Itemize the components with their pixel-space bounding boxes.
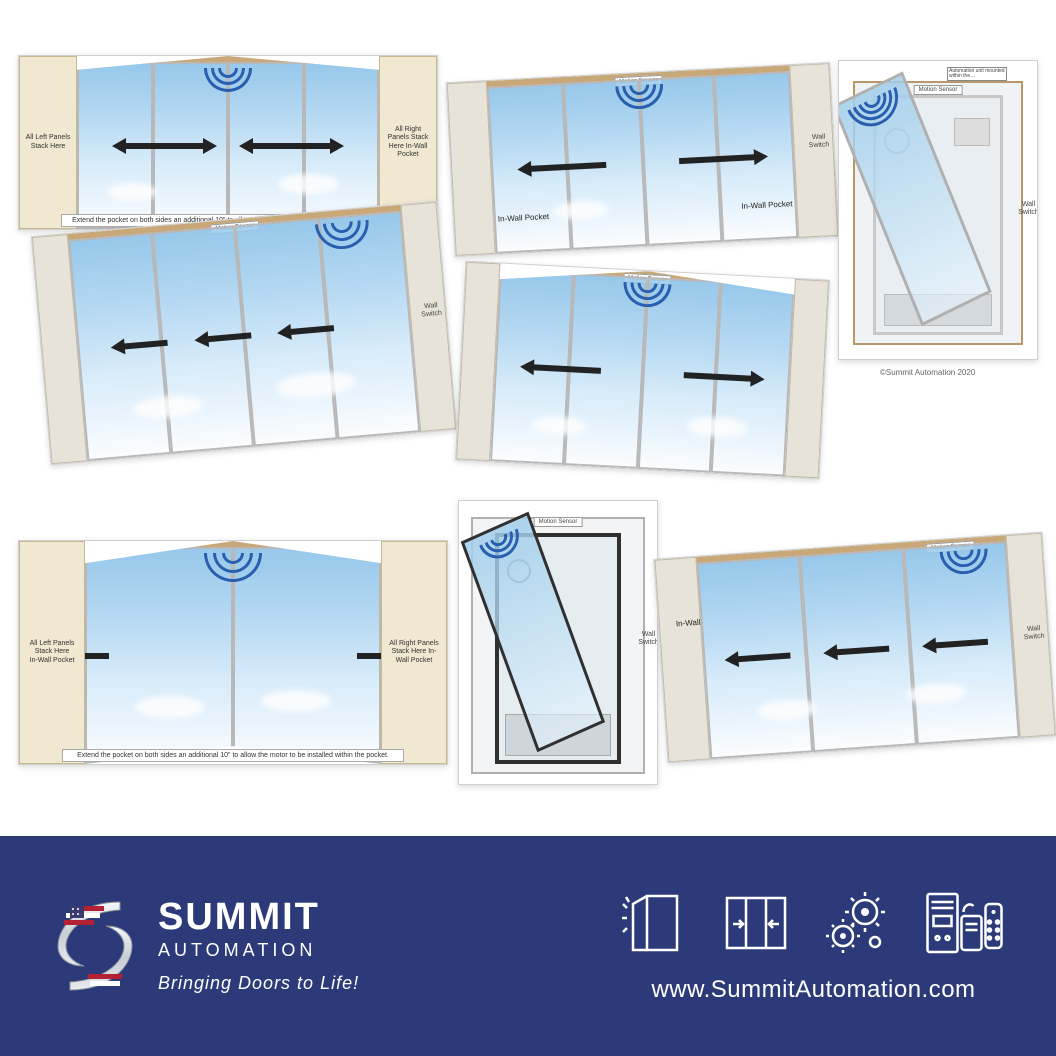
brand-text-block: SUMMIT AUTOMATION Bringing Doors to Life… (158, 898, 359, 994)
direction-arrow (249, 143, 334, 149)
right-stack-label: All Right Panels Stack Here In-Wall Pock… (384, 126, 432, 160)
wall-switch-label: Wall Switch (418, 302, 444, 319)
left-stack-label: All Left Panels Stack Here (24, 134, 72, 151)
brand-name: SUMMIT (158, 898, 359, 936)
brand-subtitle: AUTOMATION (158, 940, 359, 961)
footer-url: www.SummitAutomation.com (651, 976, 975, 1004)
wall-switch-label: Wall Switch (806, 133, 832, 150)
motion-sensor-icon (470, 523, 539, 585)
wall-switch-label: Wall Switch (636, 631, 658, 646)
diagram-slide-single: Automation unit mounted within the… Moti… (31, 201, 457, 466)
sliding-door-icon (721, 888, 791, 958)
diagram-corner-biparting: Wall Switch All Left Panels Stack Here A… (18, 55, 438, 230)
footer-right-block: www.SummitAutomation.com (621, 888, 1006, 1004)
copyright-text: ©Summit Automation 2020 (880, 368, 975, 377)
diagram-swing-door: Automation unit mounted within the… Moti… (838, 60, 1038, 360)
brand-logo-block: SUMMIT AUTOMATION Bringing Doors to Life… (50, 896, 359, 996)
right-stack-label: All Right Panels Stack Here In-Wall Pock… (386, 640, 442, 665)
brand-tagline: Bringing Doors to Life! (158, 973, 359, 994)
wall-switch-label: Wall Switch (1021, 625, 1047, 642)
motion-sensor-icon (844, 84, 913, 147)
diagram-corner-pocket: Wall Switch All Left Panels Stack HereIn… (18, 540, 448, 765)
swing-door-icon (621, 888, 691, 958)
footer-icon-row (621, 888, 1006, 958)
diagram-slide-pocket: In-Wall Pocket Motion Sensor Wall Switch (653, 532, 1056, 764)
wall-switch-label: Wall Switch (1016, 201, 1038, 216)
diagram-corner-small: Wall Switch Motion Sensor (455, 261, 830, 480)
diagram-biparting-pocket: Automation unit mounted within the… Moti… (446, 62, 840, 257)
diagram-swing-door-dark: Motion Sensor Wall Switch (458, 500, 658, 785)
direction-arrow (122, 143, 207, 149)
gears-icon (821, 888, 891, 958)
brand-logo-icon (50, 896, 140, 996)
floor-note: Extend the pocket on both sides an addit… (62, 749, 404, 762)
motion-sensor-label: Motion Sensor (534, 517, 583, 527)
left-stack-label: All Left Panels Stack HereIn-Wall Pocket (24, 640, 80, 665)
motion-sensor-label: Motion Sensor (914, 85, 963, 95)
diagram-collage: Wall Switch All Left Panels Stack Here A… (0, 0, 1056, 836)
footer-banner: SUMMIT AUTOMATION Bringing Doors to Life… (0, 836, 1056, 1056)
control-panel-icon (921, 888, 1006, 958)
